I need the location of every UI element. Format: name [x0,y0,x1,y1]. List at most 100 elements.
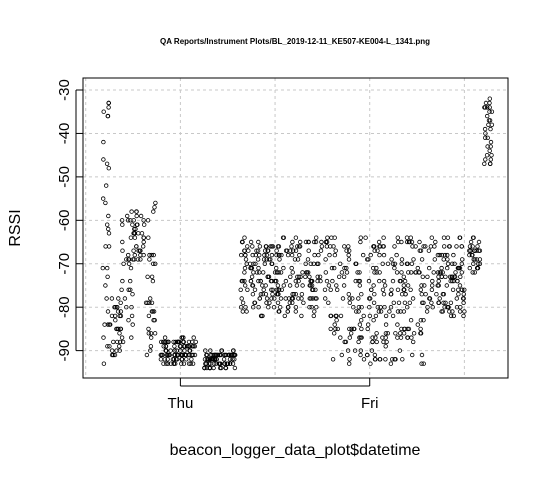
data-point [367,313,373,319]
data-point [405,326,410,332]
data-point [275,300,281,305]
x-tick-label: Thu [167,395,193,412]
data-point [275,244,281,249]
data-point [266,248,271,253]
data-point [468,248,473,253]
data-point [269,252,275,258]
data-point [441,235,447,240]
data-point [141,222,147,227]
data-point [375,248,380,253]
data-point [482,126,488,132]
data-point [208,361,213,366]
data-point [419,292,424,297]
data-point [214,357,219,362]
data-point [390,278,396,284]
data-point [254,270,260,275]
data-point [437,296,442,301]
data-point [164,348,169,353]
data-point [406,326,412,332]
data-point [451,252,456,258]
data-point [264,300,269,305]
y-tick-label: -50 [56,166,73,188]
data-point [447,274,453,279]
data-point [356,339,361,345]
data-point [429,287,435,292]
data-point [270,287,275,292]
data-point [395,287,401,292]
data-point [458,274,463,279]
data-point [160,352,165,358]
data-point [487,118,493,123]
data-point [461,313,466,319]
data-point [218,365,224,371]
data-point [257,296,262,301]
data-point [341,274,347,279]
data-point [333,248,338,253]
data-point [152,318,157,323]
data-point [138,248,143,253]
data-point [371,265,376,271]
data-point [126,257,132,262]
data-point [144,352,150,358]
data-point [290,239,295,245]
data-point [346,244,351,249]
data-point [372,357,378,362]
data-point [486,122,491,127]
data-point [347,248,352,253]
data-point [339,352,344,358]
data-point [401,274,406,279]
data-point [443,274,448,279]
data-point [382,305,387,310]
data-point [374,270,379,275]
data-point [251,270,256,275]
data-point [295,257,301,262]
data-point [334,318,339,323]
data-point [303,261,308,266]
data-point [126,318,131,323]
data-point [369,287,374,292]
data-point [239,296,244,301]
data-point [388,361,394,366]
data-point [267,300,272,305]
data-point [291,248,296,253]
data-point [487,109,492,114]
data-point [399,239,404,245]
data-point [151,309,157,314]
data-point [238,252,244,258]
data-point [130,222,135,227]
data-point [289,252,295,258]
data-point [415,265,420,271]
data-point [245,287,250,292]
data-point [347,296,352,301]
data-point [171,357,177,362]
data-point [457,283,463,288]
data-point [428,244,434,249]
data-point [193,339,198,345]
data-point [158,339,164,345]
data-point [435,252,441,258]
data-point [131,231,136,236]
data-point [368,252,373,258]
data-point [323,239,329,245]
data-point [125,252,131,258]
data-point [333,313,338,319]
data-point [385,261,391,266]
data-point [250,252,255,258]
data-point [161,339,166,345]
data-point [117,331,122,336]
data-point [454,296,459,301]
data-point [148,348,153,353]
data-point [305,257,311,262]
data-point [326,283,332,288]
data-point [470,270,475,275]
data-point [247,261,253,266]
data-point [356,309,361,314]
data-point [264,257,269,262]
data-point [229,352,234,358]
data-point [203,348,208,353]
data-point [256,305,261,310]
data-point [242,265,248,271]
data-point [328,313,334,319]
data-point [124,257,129,262]
data-point [425,305,430,310]
